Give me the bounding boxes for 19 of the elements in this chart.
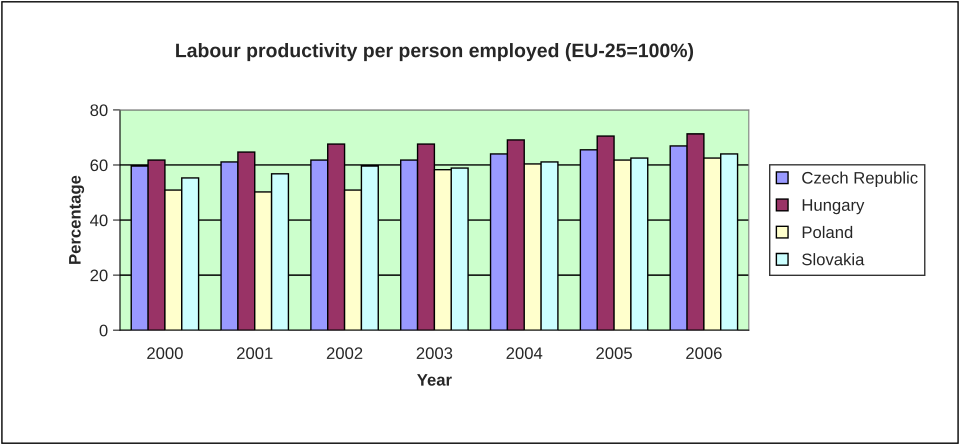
x-tick-label: 2003 [416, 347, 452, 360]
chart-title: Labour productivity per person employed (EU-25=100%) [176, 43, 694, 62]
x-tick-label: 2000 [147, 347, 183, 360]
y-axis-title: Percentage [69, 176, 84, 264]
y-tick-label: 40 [90, 214, 108, 226]
y-tick-label: 60 [90, 159, 108, 172]
legend-label: Czech Republic [802, 171, 918, 188]
x-tick-label: 2002 [326, 347, 362, 360]
x-tick-label: 2001 [237, 347, 272, 360]
x-tick-label: 2005 [596, 347, 632, 360]
x-axis-title: Year [417, 374, 452, 386]
x-tick-label: 2004 [506, 347, 542, 360]
legend-label: Hungary [802, 199, 864, 214]
x-tick-label: 2006 [686, 347, 722, 360]
y-tick-label: 80 [90, 104, 108, 116]
legend-label: Poland [802, 226, 852, 238]
legend-label: Slovakia [802, 253, 864, 266]
y-tick-label: 20 [90, 270, 108, 282]
y-tick-label: 0 [100, 324, 108, 336]
